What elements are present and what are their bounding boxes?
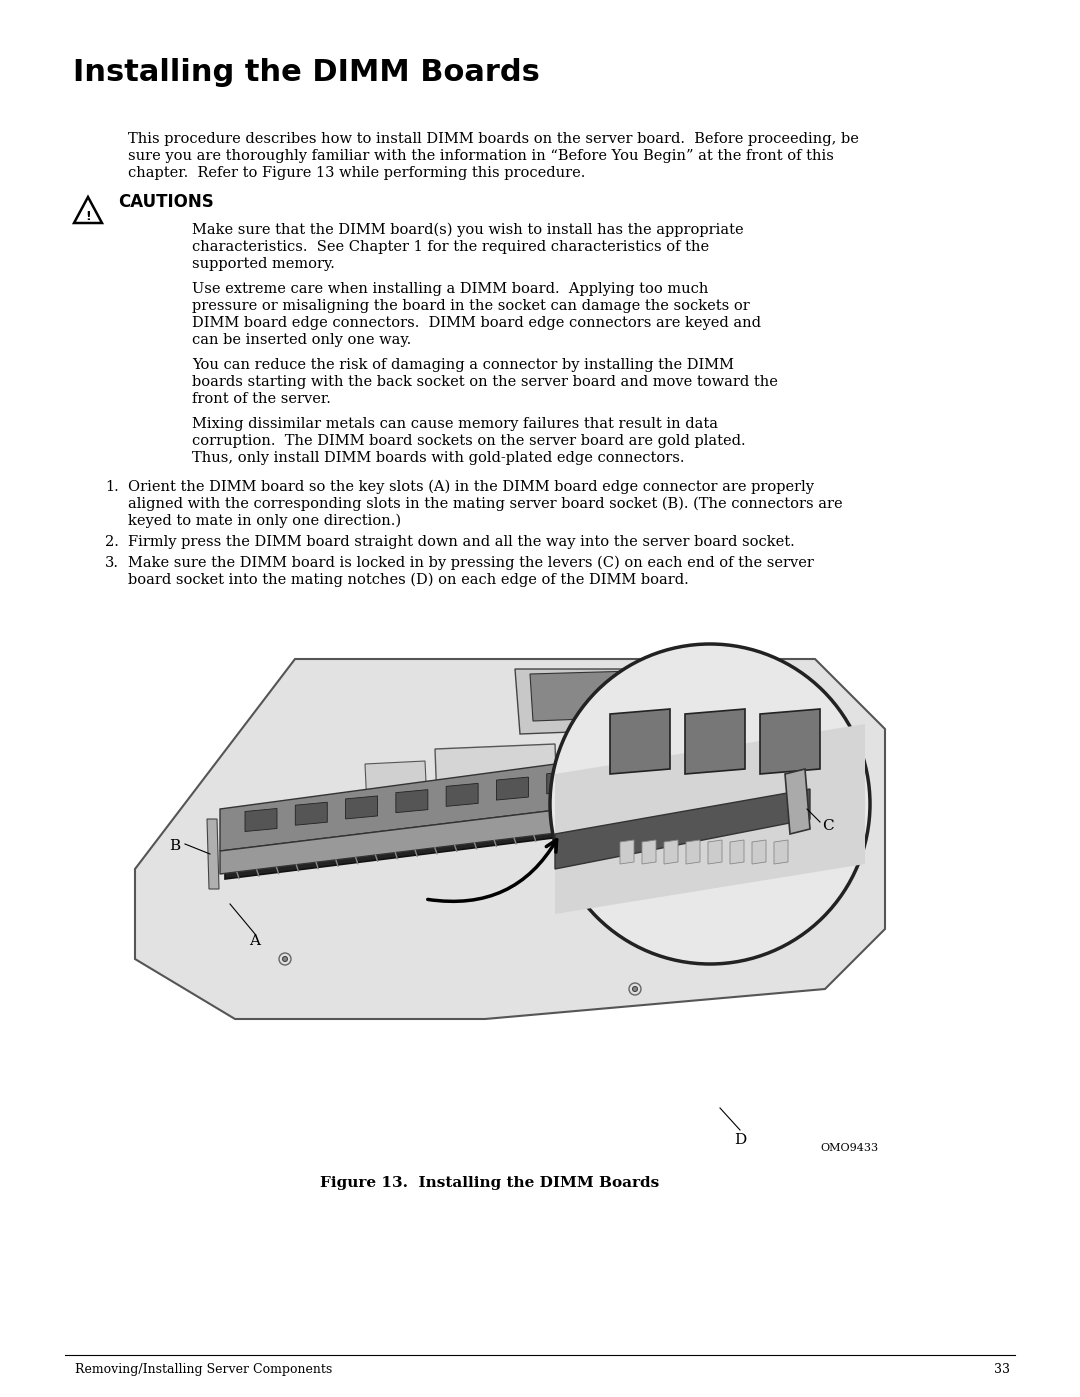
Text: 3.: 3.	[105, 556, 119, 570]
Polygon shape	[642, 840, 656, 863]
Circle shape	[812, 876, 818, 882]
Polygon shape	[530, 671, 638, 721]
Polygon shape	[446, 784, 478, 806]
Text: Make sure that the DIMM board(s) you wish to install has the appropriate: Make sure that the DIMM board(s) you wis…	[192, 224, 744, 237]
Polygon shape	[686, 840, 700, 863]
Text: Use extreme care when installing a DIMM board.  Applying too much: Use extreme care when installing a DIMM …	[192, 282, 708, 296]
Polygon shape	[631, 768, 643, 840]
Polygon shape	[774, 840, 788, 863]
Text: characteristics.  See Chapter 1 for the required characteristics of the: characteristics. See Chapter 1 for the r…	[192, 240, 710, 254]
Polygon shape	[785, 768, 810, 834]
Text: D: D	[734, 1133, 746, 1147]
Text: 33: 33	[994, 1363, 1010, 1376]
Text: Figure 13.  Installing the DIMM Boards: Figure 13. Installing the DIMM Boards	[321, 1176, 660, 1190]
Text: 2.: 2.	[105, 535, 119, 549]
Circle shape	[550, 644, 870, 964]
Polygon shape	[752, 840, 766, 863]
Text: 1.: 1.	[105, 481, 119, 495]
Text: CAUTIONS: CAUTIONS	[118, 193, 214, 211]
Polygon shape	[685, 710, 745, 774]
Polygon shape	[220, 754, 630, 851]
Text: You can reduce the risk of damaging a connector by installing the DIMM: You can reduce the risk of damaging a co…	[192, 358, 734, 372]
Polygon shape	[760, 710, 820, 774]
Polygon shape	[597, 764, 629, 788]
Text: C: C	[822, 819, 834, 833]
Polygon shape	[365, 761, 427, 807]
Polygon shape	[497, 777, 528, 800]
Text: Installing the DIMM Boards: Installing the DIMM Boards	[73, 59, 540, 87]
Polygon shape	[515, 669, 780, 733]
Polygon shape	[346, 796, 378, 819]
Text: DIMM board edge connectors.  DIMM board edge connectors are keyed and: DIMM board edge connectors. DIMM board e…	[192, 316, 761, 330]
Text: !: !	[85, 211, 91, 224]
Polygon shape	[245, 809, 276, 831]
Polygon shape	[708, 840, 723, 863]
Text: pressure or misaligning the board in the socket can damage the sockets or: pressure or misaligning the board in the…	[192, 299, 750, 313]
Polygon shape	[435, 745, 558, 828]
Text: This procedure describes how to install DIMM boards on the server board.  Before: This procedure describes how to install …	[129, 131, 859, 147]
Text: boards starting with the back socket on the server board and move toward the: boards starting with the back socket on …	[192, 374, 778, 388]
Text: board socket into the mating notches (D) on each edge of the DIMM board.: board socket into the mating notches (D)…	[129, 573, 689, 587]
Polygon shape	[555, 724, 865, 914]
Text: Firmly press the DIMM board straight down and all the way into the server board : Firmly press the DIMM board straight dow…	[129, 535, 795, 549]
Polygon shape	[225, 799, 625, 879]
Polygon shape	[135, 659, 885, 1018]
Polygon shape	[610, 710, 670, 774]
Text: A: A	[249, 935, 260, 949]
Polygon shape	[620, 840, 634, 863]
Text: chapter.  Refer to Figure 13 while performing this procedure.: chapter. Refer to Figure 13 while perfor…	[129, 166, 585, 180]
Text: Removing/Installing Server Components: Removing/Installing Server Components	[75, 1363, 333, 1376]
Text: Make sure the DIMM board is locked in by pressing the levers (C) on each end of : Make sure the DIMM board is locked in by…	[129, 556, 814, 570]
Text: Mixing dissimilar metals can cause memory failures that result in data: Mixing dissimilar metals can cause memor…	[192, 416, 718, 432]
Text: B: B	[170, 840, 180, 854]
Polygon shape	[664, 840, 678, 863]
Text: corruption.  The DIMM board sockets on the server board are gold plated.: corruption. The DIMM board sockets on th…	[192, 434, 745, 448]
Polygon shape	[207, 819, 219, 888]
Polygon shape	[660, 671, 768, 721]
Polygon shape	[730, 840, 744, 863]
Polygon shape	[546, 771, 579, 793]
Text: Orient the DIMM board so the key slots (A) in the DIMM board edge connector are : Orient the DIMM board so the key slots (…	[129, 481, 814, 495]
Text: Thus, only install DIMM boards with gold-plated edge connectors.: Thus, only install DIMM boards with gold…	[192, 451, 685, 465]
Text: can be inserted only one way.: can be inserted only one way.	[192, 332, 411, 346]
Text: OMO9433: OMO9433	[820, 1143, 878, 1153]
Text: supported memory.: supported memory.	[192, 257, 335, 271]
Circle shape	[283, 957, 287, 961]
Text: front of the server.: front of the server.	[192, 393, 330, 407]
Text: aligned with the corresponding slots in the mating server board socket (B). (The: aligned with the corresponding slots in …	[129, 497, 842, 511]
Polygon shape	[396, 789, 428, 813]
Polygon shape	[295, 802, 327, 826]
Text: keyed to mate in only one direction.): keyed to mate in only one direction.)	[129, 514, 401, 528]
Text: sure you are thoroughly familiar with the information in “Before You Begin” at t: sure you are thoroughly familiar with th…	[129, 149, 834, 163]
Circle shape	[633, 986, 637, 992]
Polygon shape	[220, 800, 630, 875]
Polygon shape	[555, 789, 810, 869]
